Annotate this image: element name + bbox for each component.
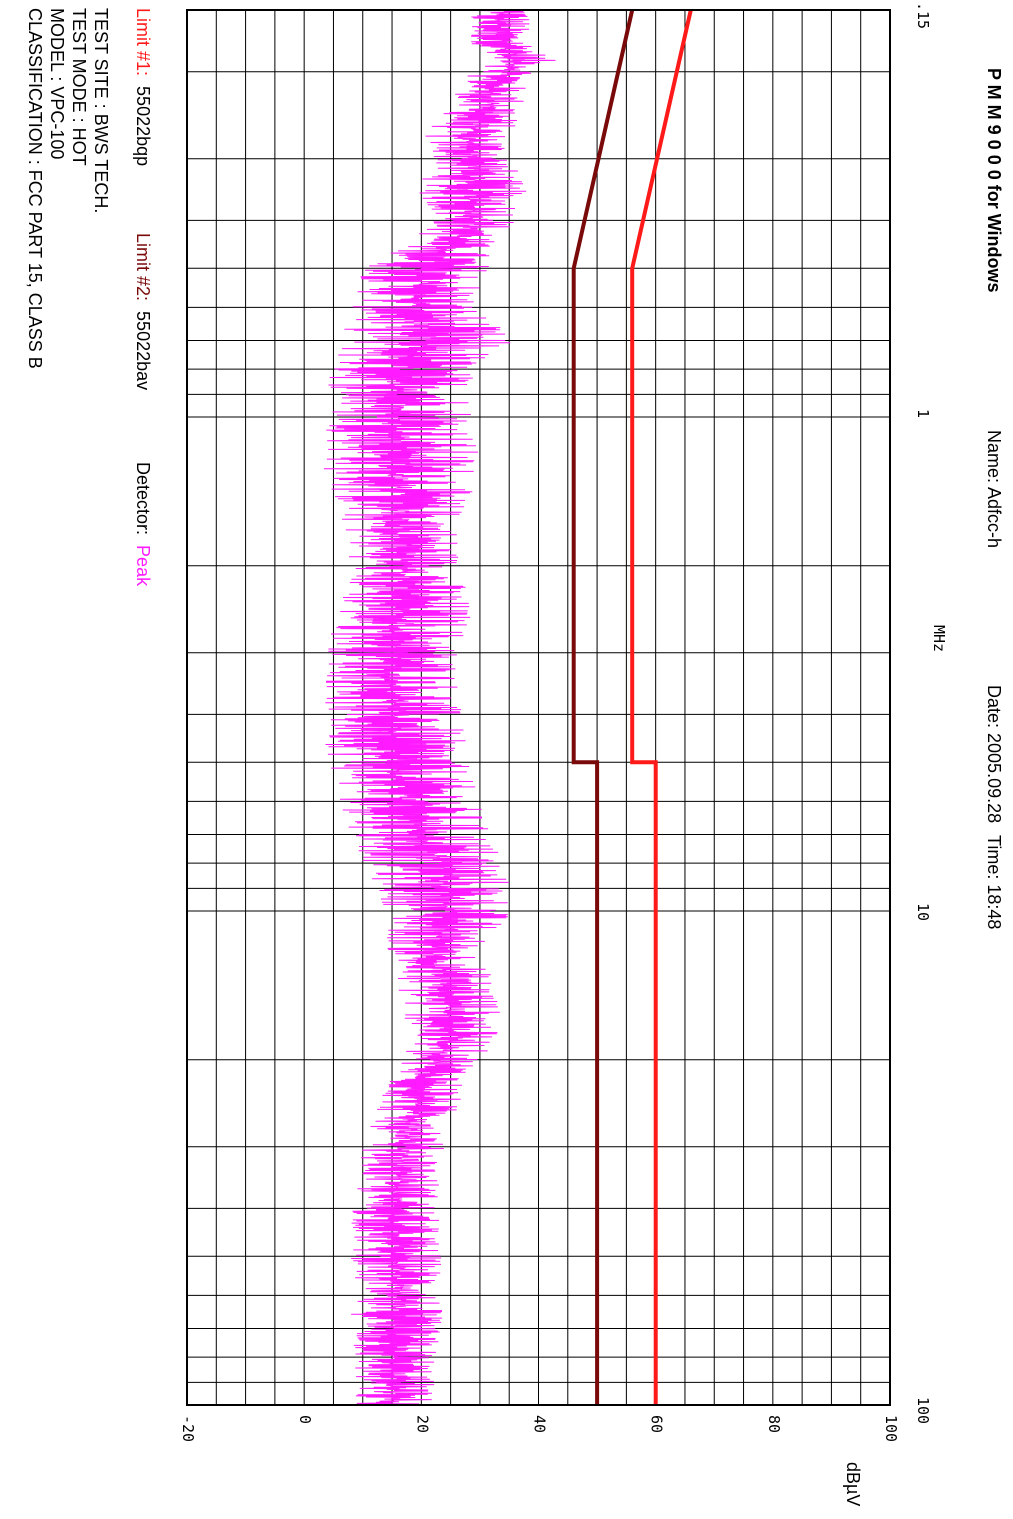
y-tick-label: 20 [413, 1415, 431, 1433]
legend: Limit #1: 55022bqp Limit #2: 55022bav De… [133, 8, 153, 587]
plot-frame [186, 9, 891, 1406]
series-limit1 [630, 9, 693, 1405]
series-peak [323, 9, 556, 1406]
x-tick-label: .15 [914, 2, 932, 29]
time-label: Time: 18:48 [984, 835, 1004, 929]
legend-detector-value: Peak [133, 545, 153, 587]
series-layer [323, 9, 693, 1406]
y-tick-label: -20 [179, 1415, 197, 1442]
x-tick-labels: .15 1 10 100 [914, 2, 932, 1424]
info-block: TEST SITE : BWS TECH. TEST MODE : HOT MO… [25, 8, 111, 369]
legend-limit2: Limit #2: 55022bav [133, 233, 153, 390]
header: P M M 9 0 0 0 for Windows Name: Adfcc-h … [984, 68, 1004, 929]
legend-limit1: Limit #1: 55022bqp [133, 8, 153, 166]
classification: CLASSIFICATION : FCC PART 15, CLASS B [25, 8, 45, 369]
y-tick-label: 0 [296, 1415, 314, 1424]
y-tick-label: 60 [648, 1415, 666, 1433]
legend-detector: Detector: Peak [133, 462, 153, 587]
name-label: Name: Adfcc-h [984, 430, 1004, 548]
y-tick-label: 40 [531, 1415, 549, 1433]
x-axis-label: MHz [930, 625, 948, 652]
model: MODEL : VPC-100 [47, 8, 67, 159]
legend-detector-label: Detector: [133, 462, 153, 535]
test-site: TEST SITE : BWS TECH. [91, 8, 111, 213]
legend-limit2-value: 55022bav [133, 311, 153, 390]
series-limit2 [571, 9, 635, 1405]
legend-limit1-value: 55022bqp [133, 86, 153, 166]
x-tick-label: 10 [914, 903, 932, 921]
y-axis-label: dBµV [843, 1462, 863, 1506]
y-tick-label: 80 [765, 1415, 783, 1433]
date-label: Date: 2005.09.28 [984, 685, 1004, 823]
grid [186, 10, 891, 1405]
software-title: P M M 9 0 0 0 for Windows [984, 68, 1004, 293]
y-tick-labels: -20 0 20 40 60 80 100 [179, 1415, 900, 1442]
x-tick-label: 100 [914, 1397, 932, 1424]
legend-limit1-label: Limit #1: [133, 8, 153, 76]
legend-limit2-label: Limit #2: [133, 233, 153, 301]
x-tick-label: 1 [914, 409, 932, 418]
test-mode: TEST MODE : HOT [69, 8, 89, 166]
y-tick-label: 100 [882, 1415, 900, 1442]
